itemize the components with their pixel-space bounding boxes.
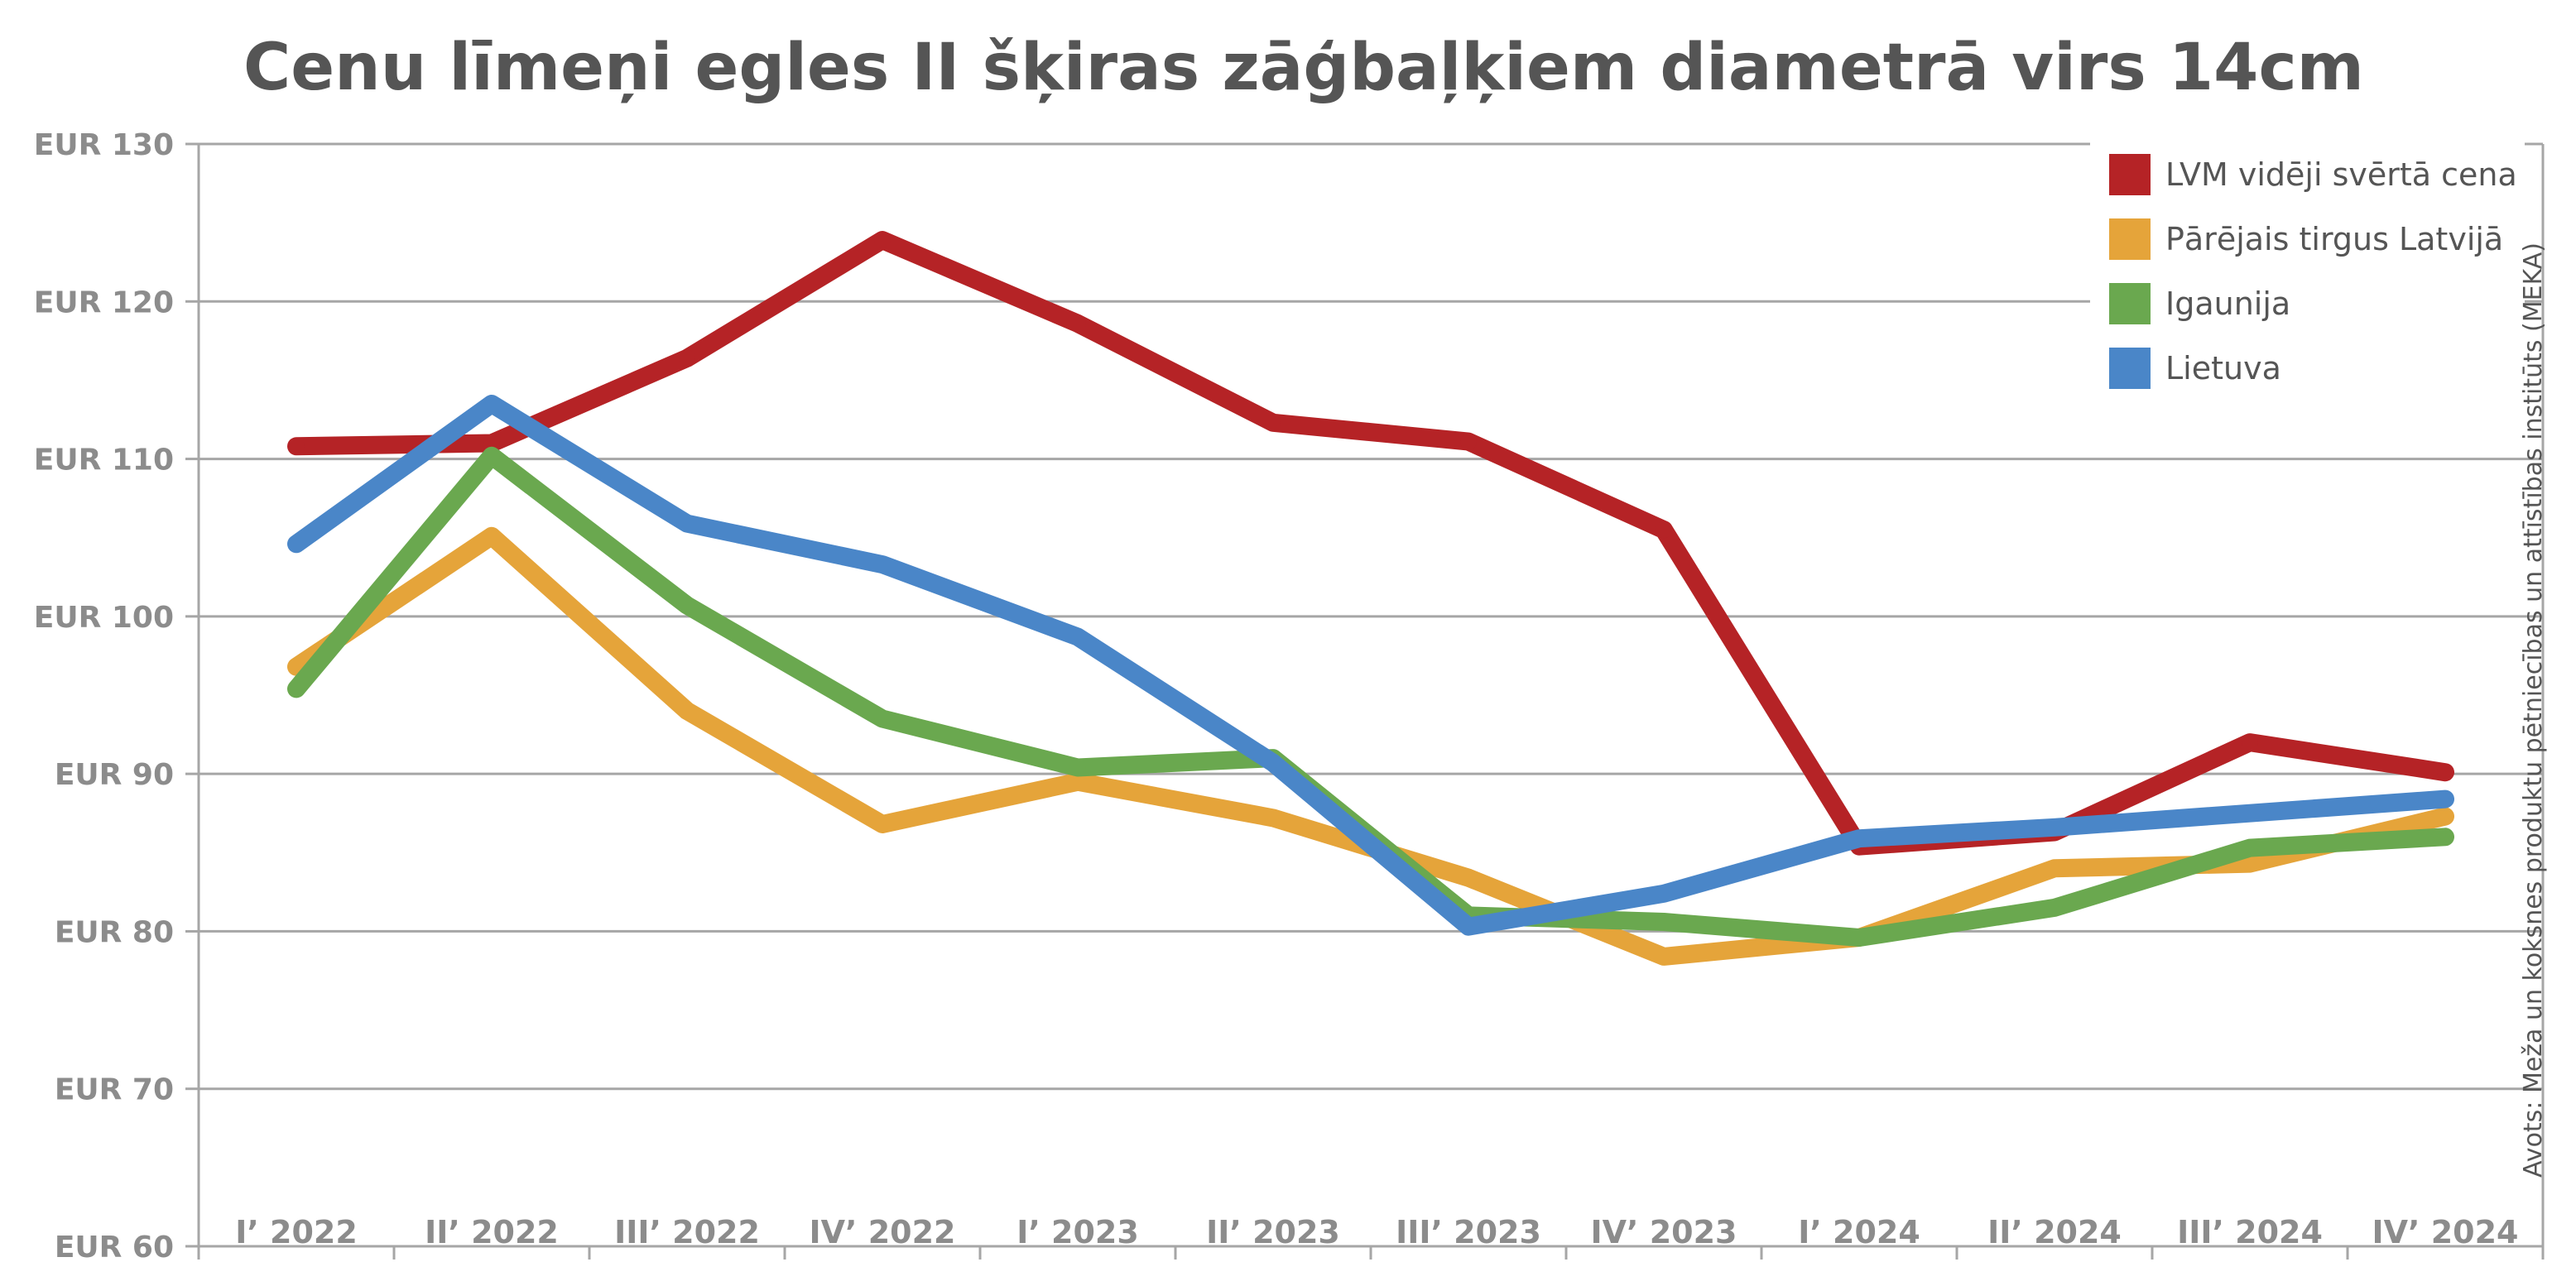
data-point — [1460, 433, 1477, 450]
x-tick-label: I’ 2022 — [235, 1214, 358, 1250]
source-note: Avots: Meža un koksnes produktu pētniecī… — [2519, 242, 2548, 1178]
data-point — [483, 434, 500, 452]
legend: LVM vidēji svērtā cena Pārējais tirgus La… — [2090, 139, 2525, 401]
data-point — [1265, 414, 1281, 431]
data-point — [874, 816, 891, 833]
data-point — [1069, 314, 1086, 332]
series-group — [287, 526, 2454, 966]
legend-label: LVM vidēji svērtā cena — [2165, 156, 2517, 193]
data-point — [2046, 860, 2063, 877]
series-group — [287, 395, 2454, 936]
data-point — [2242, 839, 2258, 857]
data-point — [483, 527, 500, 545]
data-point — [1851, 929, 1867, 947]
data-point — [1656, 914, 1672, 931]
x-tick-label: I’ 2024 — [1798, 1214, 1920, 1250]
legend-label: Lietuva — [2165, 350, 2281, 386]
x-axis-tick-labels: I’ 2022 II’ 2022 III’ 2022 IV’ 2022 I’ 2023 I… — [235, 1214, 2518, 1250]
x-tick-label: IV’ 2023 — [1591, 1214, 1737, 1250]
chart-title: Cenu līmeņi egles II šķiras zāģbaļķiem d… — [243, 31, 2364, 105]
legend-swatch — [2109, 154, 2151, 195]
data-point — [1656, 948, 1672, 965]
data-point — [288, 438, 305, 455]
legend-swatch — [2109, 283, 2151, 324]
x-tick-label: III’ 2023 — [1396, 1214, 1541, 1250]
y-tick-label: EUR 110 — [34, 444, 174, 477]
x-tick-label: II’ 2024 — [1987, 1214, 2122, 1250]
series-lines — [287, 231, 2454, 966]
data-point — [2242, 855, 2258, 872]
data-point — [483, 395, 500, 412]
y-tick-label: EUR 70 — [55, 1073, 174, 1107]
legend-swatch — [2109, 348, 2151, 389]
legend-label: Pārējais tirgus Latvijā — [2165, 221, 2503, 257]
data-point — [1069, 773, 1086, 790]
legend-label: Igaunija — [2165, 286, 2290, 322]
legend-swatch — [2109, 218, 2151, 260]
data-point — [1069, 759, 1086, 776]
data-point — [1460, 918, 1477, 935]
data-point — [2437, 790, 2453, 808]
data-point — [288, 680, 305, 698]
legend-background — [2090, 139, 2525, 401]
y-tick-label: EUR 120 — [34, 286, 174, 319]
data-point — [2046, 818, 2063, 836]
axes — [197, 144, 2545, 1260]
data-point — [679, 515, 695, 532]
data-point — [1265, 809, 1281, 827]
x-tick-label: II’ 2023 — [1206, 1214, 1340, 1250]
data-point — [679, 703, 695, 720]
data-point — [874, 710, 891, 727]
data-point — [1851, 830, 1867, 847]
x-tick-label: III’ 2022 — [614, 1214, 760, 1250]
data-point — [1656, 885, 1672, 902]
y-tick-label: EUR 80 — [55, 915, 174, 949]
y-tick-label: EUR 100 — [34, 601, 174, 635]
y-axis-tick-labels: EUR 130 EUR 120 EUR 110 EUR 100 EUR 90 EUR 80… — [34, 128, 174, 1262]
y-tick-label: EUR 60 — [55, 1231, 174, 1262]
y-tick-label: EUR 130 — [34, 128, 174, 162]
x-tick-label: III’ 2024 — [2177, 1214, 2323, 1250]
data-point — [1265, 754, 1281, 771]
x-tick-label: IV’ 2024 — [2372, 1214, 2519, 1250]
data-point — [679, 597, 695, 614]
series-line — [287, 395, 2454, 936]
x-tick-label: I’ 2023 — [1016, 1214, 1139, 1250]
x-tick-label: II’ 2022 — [425, 1214, 559, 1250]
data-point — [1460, 869, 1477, 886]
data-point — [1069, 628, 1086, 645]
data-point — [483, 447, 500, 464]
data-point — [2242, 734, 2258, 751]
data-point — [1656, 521, 1672, 539]
data-point — [2046, 899, 2063, 916]
data-point — [679, 349, 695, 367]
data-point — [288, 535, 305, 553]
data-point — [874, 556, 891, 573]
data-point — [874, 232, 891, 249]
data-point — [2437, 828, 2453, 846]
y-tick-label: EUR 90 — [55, 758, 174, 792]
data-point — [2437, 808, 2453, 825]
x-tick-label: IV’ 2022 — [810, 1214, 956, 1250]
data-point — [2437, 764, 2453, 781]
data-point — [2242, 804, 2258, 822]
